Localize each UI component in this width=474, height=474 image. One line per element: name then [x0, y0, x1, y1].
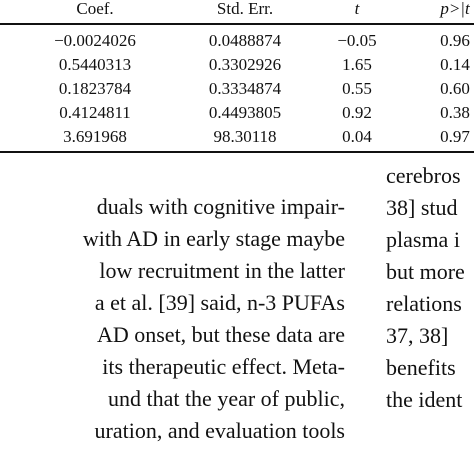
table-cell: 0.3334874 [208, 79, 282, 98]
text-line: AD onset, but these data are [96, 322, 345, 347]
table-rule [0, 23, 474, 25]
text-line: uration, and evaluation tools [94, 418, 346, 443]
table-cell: 3.691968 [63, 127, 127, 146]
text-line: relations [386, 291, 462, 316]
table-cell: −0.0024026 [54, 31, 136, 50]
text-line: 37, 38] [386, 323, 449, 348]
table-cell: 0.1823784 [58, 79, 132, 98]
text-line: with AD in early stage maybe [82, 226, 345, 251]
table-cell: 0.3302926 [208, 55, 282, 74]
table-cell: 0.4493805 [208, 103, 282, 122]
text-line: 38] stud [386, 195, 458, 220]
text-line: its therapeutic effect. Meta- [102, 354, 345, 379]
table-cell: 0.14 [440, 55, 470, 74]
text-line: low recruitment in the latter [99, 258, 345, 283]
table-cell: 0.4124811 [59, 103, 131, 122]
table-cell: −0.05 [337, 31, 377, 50]
text-line: a et al. [39] said, n-3 PUFAs [94, 290, 345, 315]
column-header: t [354, 0, 360, 18]
table-cell: 0.60 [440, 79, 470, 98]
table-cell: 0.55 [342, 79, 372, 98]
table-rule [0, 151, 474, 153]
column-header: p>|t [440, 0, 470, 18]
table-cell: 0.97 [440, 127, 470, 146]
table-cell: 0.38 [440, 103, 470, 122]
table-cell: 0.5440313 [58, 55, 132, 74]
text-line: cerebros [386, 163, 461, 188]
text-line: duals with cognitive impair- [96, 194, 345, 219]
text-line: the ident [386, 387, 463, 412]
text-line: und that the year of public, [107, 386, 345, 411]
table-cell: 98.30118 [213, 127, 277, 146]
text-line: benefits [386, 355, 456, 380]
column-header: Coef. [76, 0, 114, 18]
table-cell: 1.65 [342, 55, 372, 74]
table-cell: 0.0488874 [208, 31, 282, 50]
table-cell: 0.96 [440, 31, 470, 50]
text-line: plasma i [386, 227, 460, 252]
table-cell: 0.04 [342, 127, 372, 146]
table-cell: 0.92 [342, 103, 372, 122]
column-header: Std. Err. [216, 0, 274, 18]
text-line: but more [386, 259, 465, 284]
